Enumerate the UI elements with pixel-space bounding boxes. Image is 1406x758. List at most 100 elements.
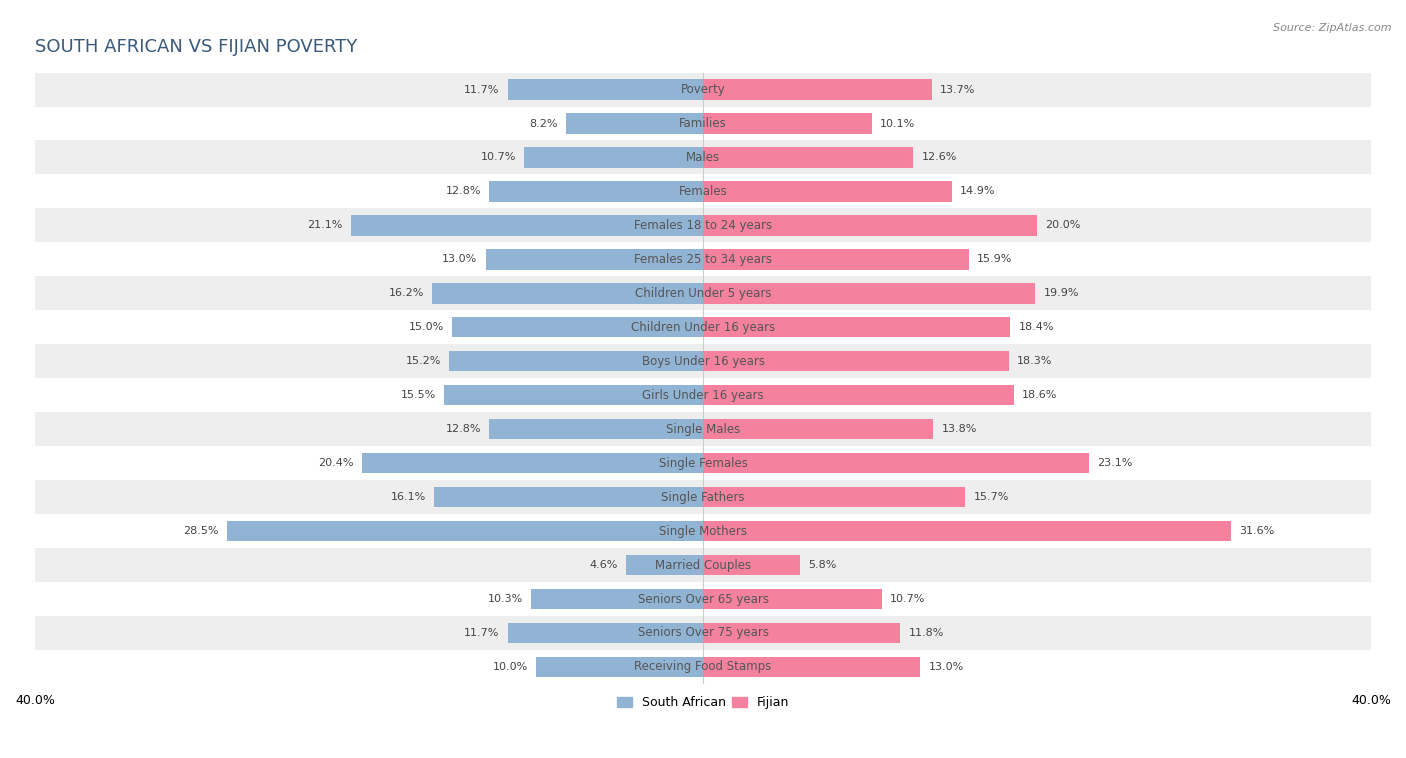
Text: 13.8%: 13.8%	[942, 424, 977, 434]
Bar	[35, 107, 1371, 140]
Bar	[703, 555, 800, 575]
Bar	[703, 181, 952, 202]
Text: 20.0%: 20.0%	[1046, 221, 1081, 230]
Bar	[536, 656, 703, 677]
Bar	[35, 243, 1371, 277]
Text: 13.0%: 13.0%	[443, 255, 478, 265]
Bar	[35, 480, 1371, 514]
Text: Single Fathers: Single Fathers	[661, 490, 745, 503]
Bar	[35, 582, 1371, 616]
Text: Single Females: Single Females	[658, 456, 748, 470]
Text: Source: ZipAtlas.com: Source: ZipAtlas.com	[1274, 23, 1392, 33]
Bar	[449, 351, 703, 371]
Bar	[567, 114, 703, 133]
Text: 31.6%: 31.6%	[1239, 526, 1274, 536]
Bar	[35, 310, 1371, 344]
Text: 18.4%: 18.4%	[1019, 322, 1054, 332]
Text: 10.0%: 10.0%	[492, 662, 527, 672]
Bar	[363, 453, 703, 473]
Text: 19.9%: 19.9%	[1043, 288, 1080, 299]
Text: 8.2%: 8.2%	[529, 118, 558, 129]
Text: SOUTH AFRICAN VS FIJIAN POVERTY: SOUTH AFRICAN VS FIJIAN POVERTY	[35, 38, 357, 56]
Bar	[703, 385, 1014, 406]
Text: 15.2%: 15.2%	[405, 356, 441, 366]
Bar	[524, 147, 703, 168]
Bar	[703, 147, 914, 168]
Bar	[703, 351, 1008, 371]
Bar	[703, 114, 872, 133]
Text: Seniors Over 75 years: Seniors Over 75 years	[637, 626, 769, 640]
Bar	[350, 215, 703, 236]
Text: 15.7%: 15.7%	[973, 492, 1010, 502]
Bar	[486, 249, 703, 270]
Text: Children Under 16 years: Children Under 16 years	[631, 321, 775, 334]
Bar	[489, 419, 703, 440]
Bar	[703, 453, 1088, 473]
Bar	[35, 412, 1371, 446]
Text: 13.7%: 13.7%	[941, 85, 976, 95]
Text: 21.1%: 21.1%	[307, 221, 342, 230]
Bar	[35, 446, 1371, 480]
Bar	[35, 208, 1371, 243]
Text: Females 18 to 24 years: Females 18 to 24 years	[634, 219, 772, 232]
Bar	[35, 174, 1371, 208]
Text: 13.0%: 13.0%	[928, 662, 963, 672]
Text: 11.8%: 11.8%	[908, 628, 943, 638]
Text: 15.0%: 15.0%	[409, 322, 444, 332]
Bar	[703, 589, 882, 609]
Bar	[35, 140, 1371, 174]
Text: 10.1%: 10.1%	[880, 118, 915, 129]
Text: 12.8%: 12.8%	[446, 424, 481, 434]
Text: 16.1%: 16.1%	[391, 492, 426, 502]
Text: Children Under 5 years: Children Under 5 years	[634, 287, 772, 300]
Text: 18.6%: 18.6%	[1022, 390, 1057, 400]
Legend: South African, Fijian: South African, Fijian	[612, 691, 794, 714]
Text: Boys Under 16 years: Boys Under 16 years	[641, 355, 765, 368]
Bar	[508, 623, 703, 643]
Text: 20.4%: 20.4%	[318, 458, 354, 468]
Text: Poverty: Poverty	[681, 83, 725, 96]
Bar	[35, 548, 1371, 582]
Bar	[35, 277, 1371, 310]
Bar	[35, 344, 1371, 378]
Bar	[703, 283, 1035, 303]
Bar	[703, 215, 1038, 236]
Text: Seniors Over 65 years: Seniors Over 65 years	[637, 593, 769, 606]
Bar	[703, 521, 1230, 541]
Bar	[703, 623, 900, 643]
Text: Males: Males	[686, 151, 720, 164]
Text: 28.5%: 28.5%	[183, 526, 219, 536]
Bar	[703, 317, 1011, 337]
Text: 23.1%: 23.1%	[1097, 458, 1132, 468]
Bar	[703, 487, 965, 507]
Bar	[508, 80, 703, 100]
Text: 14.9%: 14.9%	[960, 186, 995, 196]
Bar	[35, 616, 1371, 650]
Bar	[35, 73, 1371, 107]
Bar	[35, 514, 1371, 548]
Bar	[433, 283, 703, 303]
Text: 4.6%: 4.6%	[589, 560, 617, 570]
Text: 11.7%: 11.7%	[464, 85, 499, 95]
Text: 12.6%: 12.6%	[922, 152, 957, 162]
Text: 10.7%: 10.7%	[890, 594, 925, 604]
Bar	[226, 521, 703, 541]
Text: 15.9%: 15.9%	[977, 255, 1012, 265]
Bar	[703, 419, 934, 440]
Text: 12.8%: 12.8%	[446, 186, 481, 196]
Bar	[35, 378, 1371, 412]
Text: Females: Females	[679, 185, 727, 198]
Text: Single Males: Single Males	[666, 423, 740, 436]
Bar	[626, 555, 703, 575]
Text: 16.2%: 16.2%	[388, 288, 425, 299]
Text: 5.8%: 5.8%	[808, 560, 837, 570]
Text: 15.5%: 15.5%	[401, 390, 436, 400]
Text: Single Mothers: Single Mothers	[659, 525, 747, 537]
Bar	[703, 80, 932, 100]
Text: 18.3%: 18.3%	[1017, 356, 1052, 366]
Text: 10.3%: 10.3%	[488, 594, 523, 604]
Text: Families: Families	[679, 117, 727, 130]
Bar	[531, 589, 703, 609]
Text: Girls Under 16 years: Girls Under 16 years	[643, 389, 763, 402]
Text: Receiving Food Stamps: Receiving Food Stamps	[634, 660, 772, 673]
